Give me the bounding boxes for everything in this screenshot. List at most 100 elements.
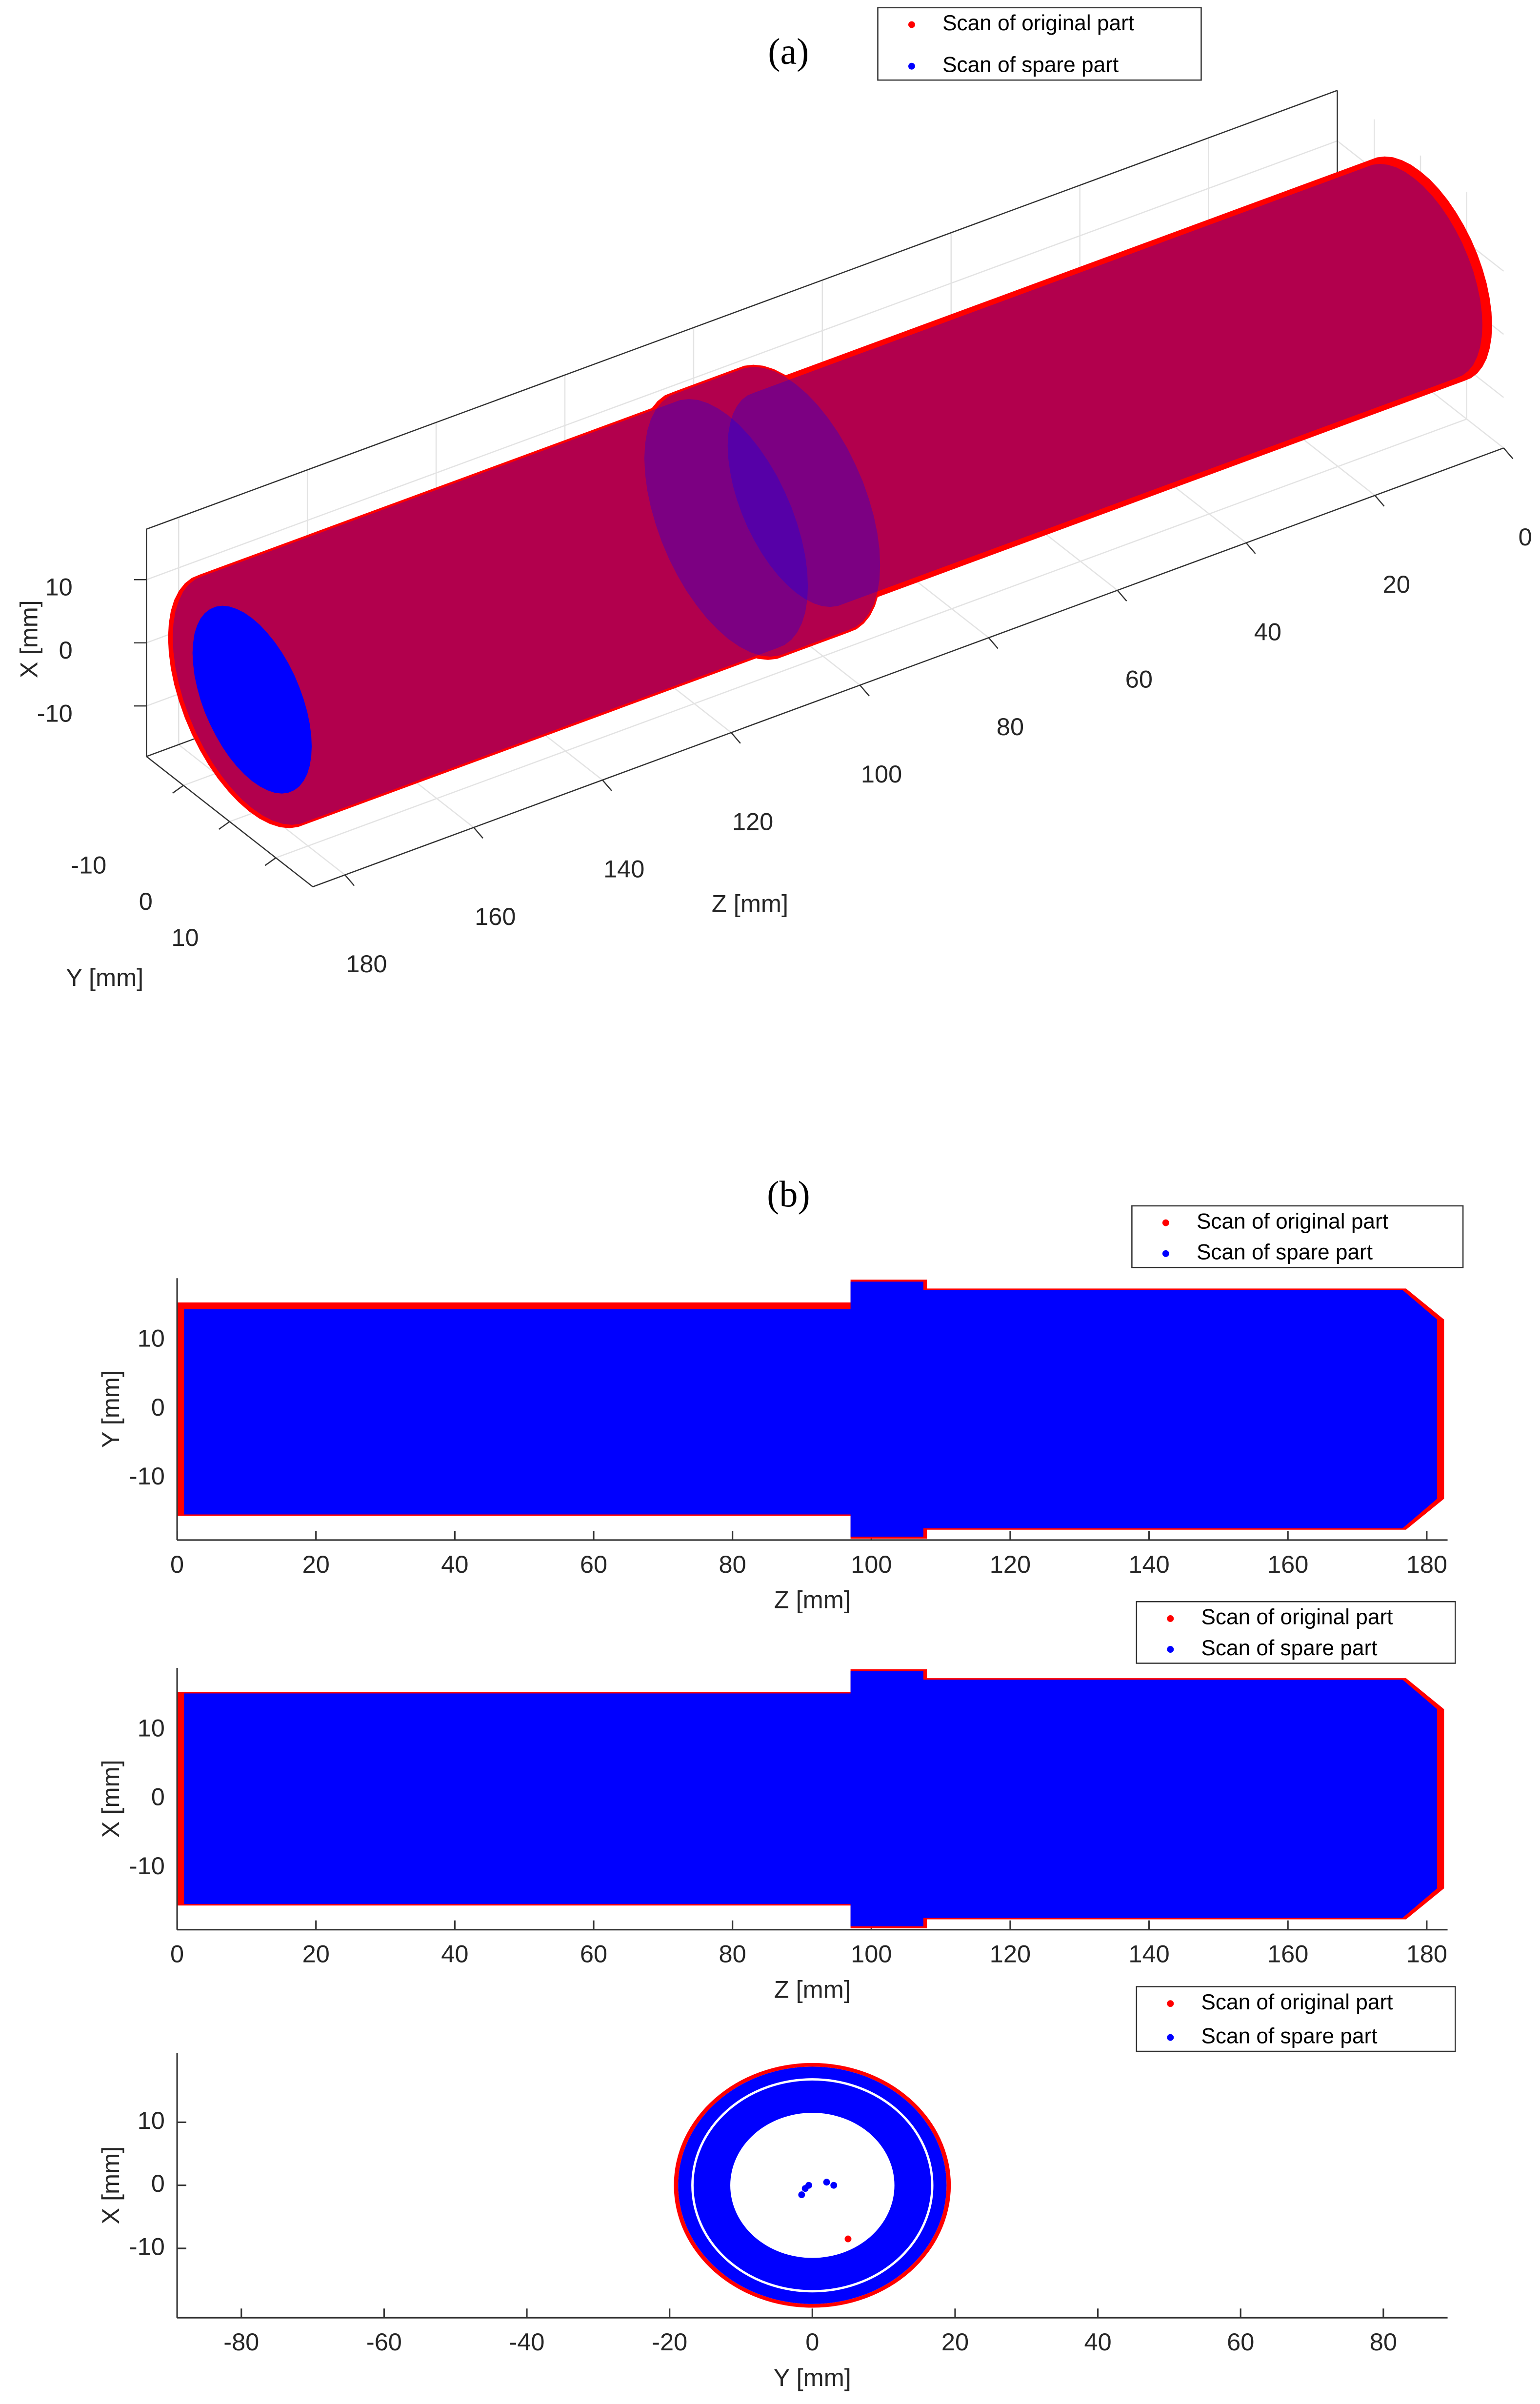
point	[805, 2182, 812, 2189]
x-tick-label: 140	[1128, 1940, 1169, 1968]
x-tick-label: 60	[580, 1940, 607, 1968]
x-tick-label: 180	[1406, 1940, 1447, 1968]
chart-title: (a)	[768, 31, 809, 72]
x-tick-label: 10	[45, 573, 73, 601]
x-tick-label: 160	[1267, 1940, 1308, 1968]
axis-line	[730, 732, 741, 744]
z-tick-label: 180	[346, 950, 387, 978]
axis-line	[859, 684, 870, 697]
point	[830, 2182, 838, 2189]
y-axis-label: X [mm]	[97, 2146, 124, 2224]
x-tick-label: 80	[1370, 2328, 1397, 2356]
y-tick-label: 10	[171, 923, 199, 951]
axis-line	[988, 637, 999, 649]
x-tick-label: -10	[37, 699, 73, 727]
x-tick-label: 0	[170, 1550, 184, 1578]
x-tick-label: 20	[302, 1550, 330, 1578]
point-cloud	[724, 156, 1492, 612]
z-tick-label: 100	[861, 760, 902, 788]
x-tick-label: 100	[851, 1550, 892, 1578]
x-tick-label: 100	[851, 1940, 892, 1968]
x-tick-label: -40	[509, 2328, 545, 2356]
ring	[678, 2066, 947, 2304]
y-tick-label: -10	[129, 1852, 165, 1880]
y-axis-label: Y [mm]	[66, 963, 143, 991]
legend-marker	[1167, 2034, 1174, 2041]
y-tick-label: 10	[138, 2106, 165, 2134]
x-tick-label: 0	[59, 636, 73, 664]
x-axis-label: X [mm]	[15, 600, 43, 678]
x-tick-label: 40	[1084, 2328, 1112, 2356]
point-cloud	[172, 399, 808, 825]
legend-label: Scan of spare part	[1197, 1240, 1373, 1264]
legend-marker	[1167, 1615, 1174, 1622]
legend-label: Scan of spare part	[1201, 2024, 1377, 2048]
legend-label: Scan of spare part	[1201, 1636, 1377, 1660]
point-cloud	[727, 163, 1482, 607]
point	[798, 2191, 805, 2199]
end-cap	[192, 605, 312, 794]
x-tick-label: 80	[719, 1550, 746, 1578]
axis-line	[1374, 495, 1385, 507]
axis-line	[264, 857, 277, 866]
x-tick-label: 180	[1406, 1550, 1447, 1578]
axis-line	[602, 780, 612, 791]
axis-line	[1503, 447, 1514, 460]
z-tick-label: 140	[603, 855, 644, 883]
legend-marker	[1162, 1250, 1169, 1257]
y-axis-label: Y [mm]	[97, 1370, 124, 1448]
grid-line	[146, 140, 1338, 581]
x-tick-label: 120	[990, 1550, 1031, 1578]
legend-box	[877, 7, 1202, 81]
y-tick-label: 0	[151, 2169, 165, 2197]
z-tick-label: 20	[1383, 570, 1410, 598]
z-tick-label: 120	[732, 807, 773, 835]
x-tick-label: 120	[990, 1940, 1031, 1968]
legend-marker	[908, 62, 915, 70]
point-cloud	[184, 1671, 1438, 1926]
x-axis-label: Z [mm]	[774, 1586, 851, 1614]
axis-line	[172, 785, 184, 794]
legend-label: Scan of original part	[1201, 1990, 1393, 2014]
point-cloud	[644, 366, 880, 657]
legend-marker	[1162, 1219, 1169, 1226]
y-tick-label: 0	[151, 1783, 165, 1811]
legend-box	[1131, 1205, 1464, 1268]
y-tick-label: -10	[129, 1462, 165, 1490]
axis-line	[312, 447, 1504, 887]
legend-marker	[908, 21, 915, 28]
y-tick-label: 0	[151, 1393, 165, 1421]
point-cloud	[168, 398, 806, 828]
z-tick-label: 160	[475, 902, 516, 930]
grid-line	[275, 418, 1467, 859]
point	[844, 2235, 852, 2243]
axis-line	[344, 874, 355, 886]
x-tick-label: 40	[441, 1550, 468, 1578]
x-tick-label: 60	[1227, 2328, 1254, 2356]
x-axis-label: Y [mm]	[774, 2364, 851, 2391]
x-tick-label: 0	[170, 1940, 184, 1968]
legend-box	[1136, 1986, 1456, 2052]
x-tick-label: 0	[805, 2328, 819, 2356]
x-axis-label: Z [mm]	[774, 1975, 851, 2003]
x-tick-label: 20	[302, 1940, 330, 1968]
point-cloud	[184, 1282, 1438, 1537]
y-tick-label: -10	[71, 851, 106, 879]
legend-label: Scan of original part	[942, 11, 1134, 35]
x-tick-label: -80	[223, 2328, 259, 2356]
axis-line	[1117, 590, 1127, 601]
axis-line	[473, 827, 484, 839]
y-tick-label: 10	[138, 1714, 165, 1742]
legend-label: Scan of original part	[1197, 1209, 1388, 1233]
z-tick-label: 60	[1125, 665, 1153, 693]
z-axis-label: Z [mm]	[712, 890, 788, 918]
x-tick-label: 160	[1267, 1550, 1308, 1578]
z-tick-label: 40	[1254, 618, 1281, 645]
legend-label: Scan of spare part	[942, 53, 1119, 77]
legend-marker	[1167, 2000, 1174, 2007]
x-tick-label: -60	[366, 2328, 402, 2356]
legend-box	[1136, 1601, 1456, 1664]
x-tick-label: -20	[652, 2328, 687, 2356]
y-tick-label: 10	[138, 1324, 165, 1352]
